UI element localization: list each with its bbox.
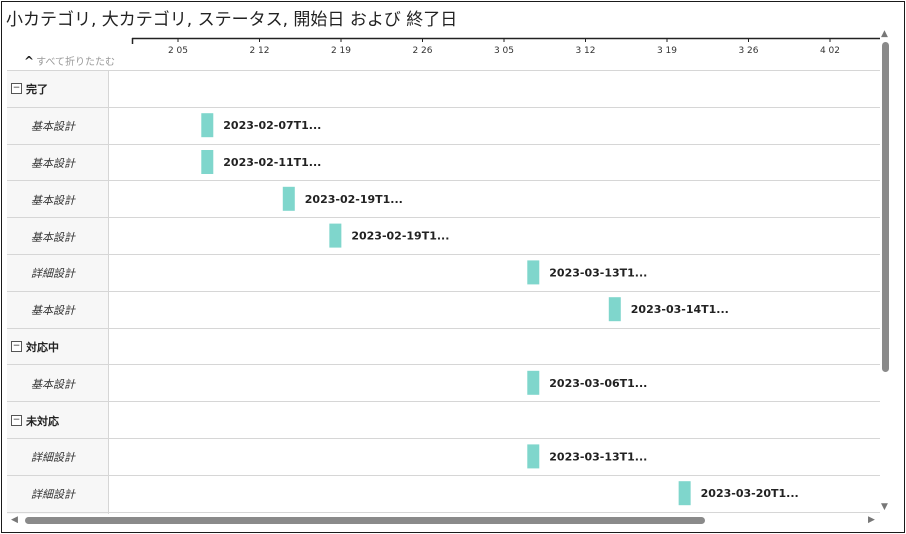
bar-data-label: 2023-02-07T1... (223, 119, 321, 132)
bar-data-label: 2023-03-06T1... (549, 377, 647, 390)
arrow-down-icon[interactable]: ▼ (881, 502, 888, 512)
category-label: 基本設計 (31, 157, 75, 170)
category-label: 基本設計 (31, 231, 75, 244)
group-label: 対応中 (26, 341, 59, 354)
row-divider (7, 401, 880, 402)
bar-data-label: 2023-02-19T1... (351, 230, 449, 243)
row-divider (7, 291, 880, 292)
arrow-right-icon[interactable]: ▶ (868, 515, 875, 525)
x-tick-label: 2 12 (249, 46, 269, 56)
gantt-bar[interactable] (527, 260, 540, 285)
category-label: 詳細設計 (31, 267, 75, 280)
row-divider (7, 180, 880, 181)
category-label: 基本設計 (31, 194, 75, 207)
arrow-up-icon[interactable]: ▲ (881, 29, 888, 39)
category-label: 詳細設計 (31, 488, 75, 501)
category-label: 基本設計 (31, 120, 75, 133)
x-tick-label: 3 26 (738, 46, 758, 56)
bar-data-label: 2023-03-13T1... (549, 450, 647, 463)
row-divider (7, 475, 880, 476)
gantt-bar[interactable] (608, 297, 621, 322)
gantt-bar[interactable] (527, 370, 540, 395)
row-divider (7, 512, 880, 513)
x-tick-label: 3 12 (575, 46, 595, 56)
chart-title: 小カテゴリ, 大カテゴリ, ステータス, 開始日 および 終了日 (6, 10, 458, 30)
row-divider (7, 328, 880, 329)
minus-box-icon[interactable]: − (11, 415, 22, 426)
row-divider (7, 217, 880, 218)
row-divider (7, 107, 880, 108)
x-tick-label: 2 19 (331, 46, 351, 56)
bar-data-label: 2023-02-11T1... (223, 156, 321, 169)
row-divider (7, 144, 880, 145)
minus-box-icon[interactable]: − (11, 341, 22, 352)
bar-data-label: 2023-03-13T1... (549, 266, 647, 279)
row-divider (7, 438, 880, 439)
arrow-left-icon[interactable]: ◀ (11, 515, 18, 525)
row-divider (7, 364, 880, 365)
gantt-bar[interactable] (201, 150, 214, 174)
x-tick-label: 3 19 (657, 46, 677, 56)
row-divider (7, 254, 880, 255)
gantt-bar[interactable] (678, 481, 691, 506)
collapse-all-button[interactable]: ^ すべて折りたたむ (24, 53, 115, 68)
x-tick-label: 2 05 (168, 46, 188, 56)
gantt-bar[interactable] (329, 223, 342, 248)
collapse-all-label: すべて折りたたむ (36, 57, 115, 68)
chevron-up-icon: ^ (24, 54, 35, 68)
category-label: 詳細設計 (31, 451, 75, 464)
x-tick-label: 3 05 (494, 46, 514, 56)
x-tick-label: 4 02 (820, 46, 840, 56)
x-tick-label: 2 26 (412, 46, 432, 56)
group-label: 未対応 (26, 415, 59, 428)
gantt-bar[interactable] (201, 113, 214, 138)
bar-data-label: 2023-03-20T1... (701, 487, 799, 500)
bar-data-label: 2023-02-19T1... (305, 193, 403, 206)
gantt-bar[interactable] (527, 444, 540, 469)
category-label: 基本設計 (31, 378, 75, 391)
horizontal-scroll-thumb[interactable] (25, 517, 705, 524)
vertical-scroll-thumb[interactable] (882, 42, 889, 372)
group-label: 完了 (26, 83, 48, 96)
row-divider (7, 70, 880, 71)
category-label: 基本設計 (31, 304, 75, 317)
bar-data-label: 2023-03-14T1... (631, 303, 729, 316)
minus-box-icon[interactable]: − (11, 83, 22, 94)
gantt-bar[interactable] (282, 186, 295, 211)
